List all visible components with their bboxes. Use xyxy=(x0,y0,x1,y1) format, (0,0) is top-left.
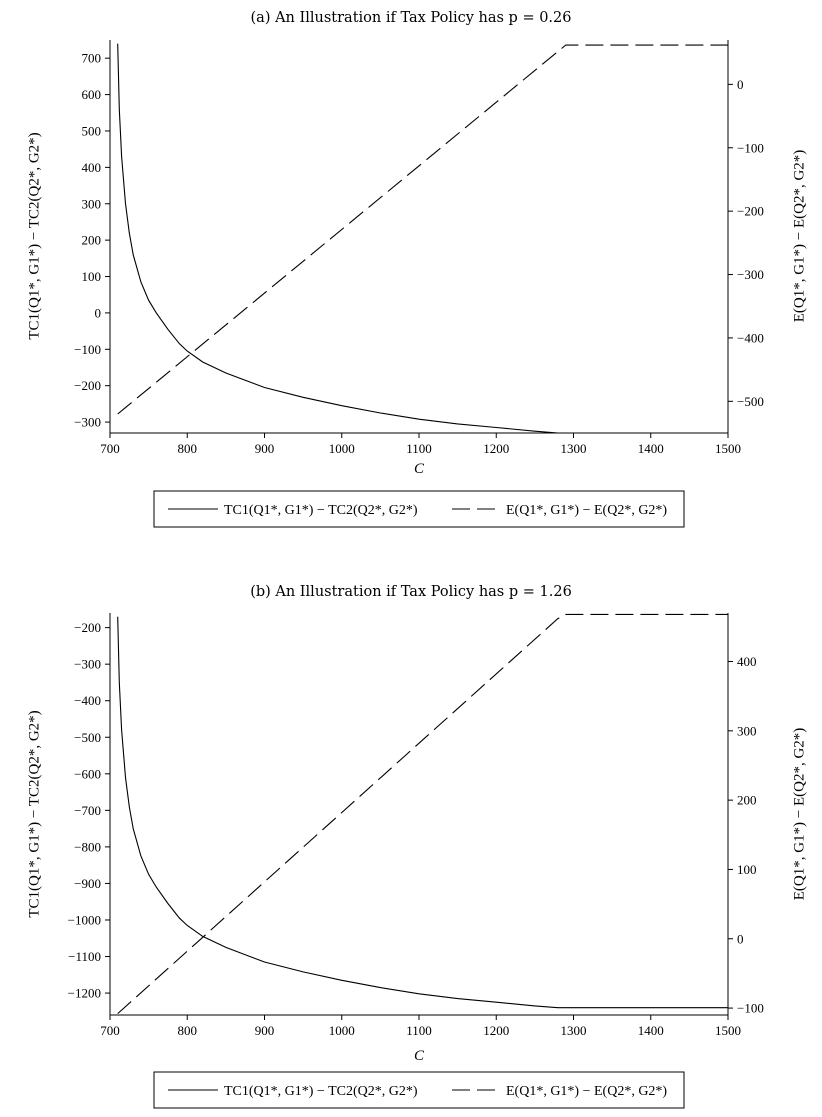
x-tick-label: 700 xyxy=(100,1023,120,1038)
x-tick-label: 1200 xyxy=(483,441,509,456)
y2-tick-label: −400 xyxy=(737,330,764,345)
legend-box xyxy=(153,1071,685,1109)
legend-entry: TC1(Q1*, G1*) − TC2(Q2*, G2*) xyxy=(224,503,418,518)
x-tick-label: 1300 xyxy=(561,1023,587,1038)
y2-axis-label: E(Q1*, G1*) − E(Q2*, G2*) xyxy=(791,728,807,901)
y-tick-label: 700 xyxy=(82,51,102,66)
y-tick-label: −700 xyxy=(74,803,101,818)
y-axis-label: TC1(Q1*, G1*) − TC2(Q2*, G2*) xyxy=(26,132,42,339)
y-tick-label: −1100 xyxy=(68,949,101,964)
x-axis-label: C xyxy=(414,1048,425,1064)
y2-tick-label: 200 xyxy=(737,793,757,808)
y-tick-label: −400 xyxy=(74,693,101,708)
legend-entry: TC1(Q1*, G1*) − TC2(Q2*, G2*) xyxy=(224,1084,418,1099)
y-tick-label: −200 xyxy=(74,378,101,393)
legend-box xyxy=(153,490,685,528)
legend: TC1(Q1*, G1*) − TC2(Q2*, G2*) E(Q1*, G1*… xyxy=(153,490,685,528)
y-tick-label: 500 xyxy=(82,123,102,138)
y-tick-label: −1200 xyxy=(68,986,101,1001)
series-line-emissions xyxy=(117,44,728,415)
y-tick-label: 100 xyxy=(82,269,102,284)
legend-entry: E(Q1*, G1*) − E(Q2*, G2*) xyxy=(506,503,667,518)
x-tick-label: 1100 xyxy=(406,1023,432,1038)
y2-tick-label: −100 xyxy=(737,140,764,155)
x-tick-label: 1100 xyxy=(406,441,432,456)
x-tick-label: 700 xyxy=(100,441,120,456)
x-tick-label: 1400 xyxy=(638,441,664,456)
y-axis-label: TC1(Q1*, G1*) − TC2(Q2*, G2*) xyxy=(26,710,42,917)
axes xyxy=(109,40,729,434)
x-tick-label: 1400 xyxy=(638,1023,664,1038)
series-line-total-cost xyxy=(117,43,728,434)
series-line-emissions xyxy=(117,613,728,1015)
y-tick-label: 0 xyxy=(95,305,102,320)
y-tick-label: −300 xyxy=(74,415,101,430)
x-tick-label: 900 xyxy=(255,441,275,456)
y-tick-label: −100 xyxy=(74,342,101,357)
y-tick-label: −500 xyxy=(74,730,101,745)
y-tick-label: 600 xyxy=(82,87,102,102)
panel-b: (b) An Illustration if Tax Policy has p … xyxy=(26,584,807,1109)
y2-tick-label: 400 xyxy=(737,654,757,669)
panel-a: (a) An Illustration if Tax Policy has p … xyxy=(26,10,807,528)
y-tick-label: 400 xyxy=(82,160,102,175)
x-tick-label: 1000 xyxy=(329,1023,355,1038)
chart-title: (a) An Illustration if Tax Policy has p … xyxy=(251,10,572,26)
legend: TC1(Q1*, G1*) − TC2(Q2*, G2*) E(Q1*, G1*… xyxy=(153,1071,685,1109)
x-tick-label: 1200 xyxy=(483,1023,509,1038)
plot-area: 700 800 900 1000 1100 1200 1300 1400 1500−1200−1… xyxy=(68,613,764,1038)
x-tick-label: 800 xyxy=(178,441,198,456)
y2-tick-label: 0 xyxy=(737,931,744,946)
y-tick-label: −900 xyxy=(74,876,101,891)
x-tick-label: 800 xyxy=(178,1023,198,1038)
series-line-total-cost xyxy=(117,616,728,1009)
y2-tick-label: −100 xyxy=(737,1001,764,1016)
y2-tick-label: −300 xyxy=(737,267,764,282)
y2-tick-label: 0 xyxy=(737,77,744,92)
y-tick-label: −600 xyxy=(74,766,101,781)
y2-axis-label: E(Q1*, G1*) − E(Q2*, G2*) xyxy=(791,150,807,323)
y-tick-label: −200 xyxy=(74,620,101,635)
plot-area: 700 800 900 1000 1100 1200 1300 1400 1500−300−20… xyxy=(74,43,764,456)
y-tick-label: −800 xyxy=(74,839,101,854)
x-tick-label: 1500 xyxy=(715,441,741,456)
x-tick-label: 1500 xyxy=(715,1023,741,1038)
x-tick-label: 1300 xyxy=(561,441,587,456)
y2-tick-label: 300 xyxy=(737,723,757,738)
axes xyxy=(109,613,729,1016)
y2-tick-label: −500 xyxy=(737,394,764,409)
y2-tick-label: 100 xyxy=(737,862,757,877)
y-tick-label: 200 xyxy=(82,233,102,248)
y-tick-label: −1000 xyxy=(68,912,101,927)
x-axis-label: C xyxy=(414,461,425,477)
y-tick-label: −300 xyxy=(74,657,101,672)
x-tick-label: 900 xyxy=(255,1023,275,1038)
legend-entry: E(Q1*, G1*) − E(Q2*, G2*) xyxy=(506,1084,667,1099)
y2-tick-label: −200 xyxy=(737,204,764,219)
chart-title: (b) An Illustration if Tax Policy has p … xyxy=(250,584,572,600)
x-tick-label: 1000 xyxy=(329,441,355,456)
y-tick-label: 300 xyxy=(82,196,102,211)
